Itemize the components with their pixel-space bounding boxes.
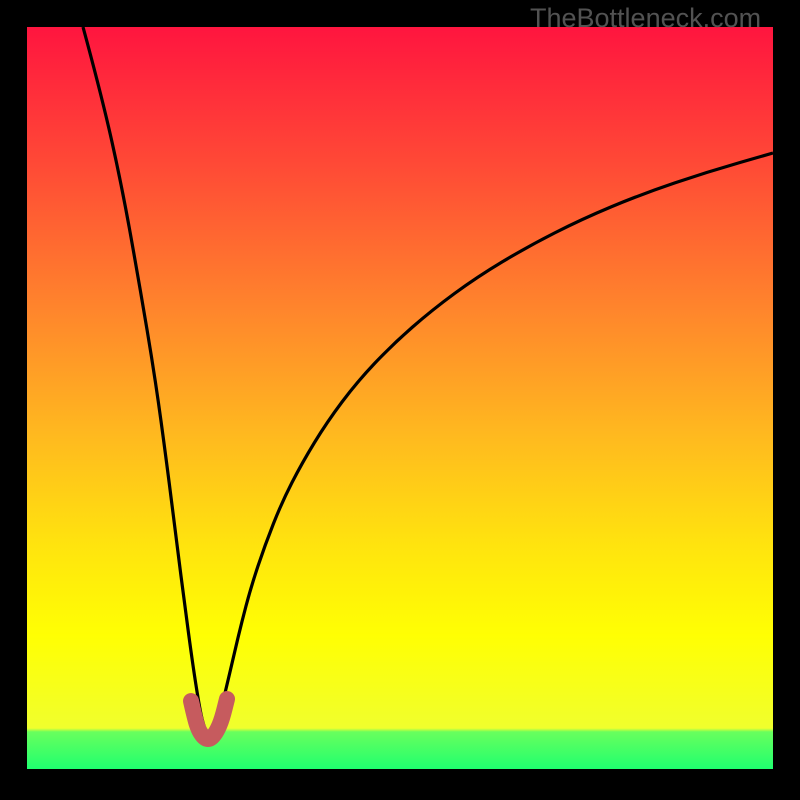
bottleneck-curve xyxy=(83,27,773,738)
marker-u xyxy=(191,699,227,739)
plot-area xyxy=(27,27,773,769)
chart-curve xyxy=(27,27,773,769)
watermark-text: TheBottleneck.com xyxy=(530,3,761,34)
